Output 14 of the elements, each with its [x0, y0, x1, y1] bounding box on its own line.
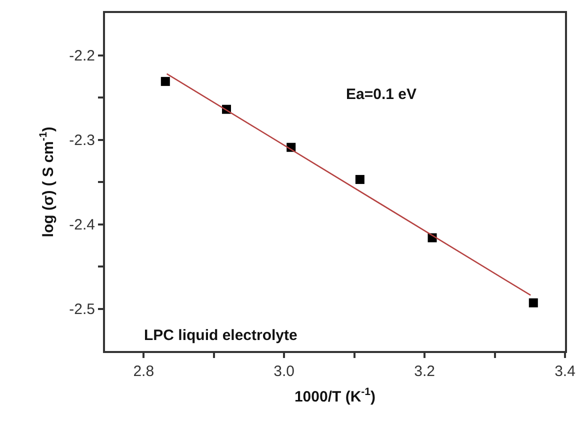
- y-tick-label: -2.3: [69, 132, 95, 149]
- y-tick-label: -2.5: [69, 301, 95, 318]
- annotation: Ea=0.1 eV: [346, 86, 416, 103]
- x-tick-label: 2.8: [133, 363, 154, 380]
- x-tick-label: 3.4: [554, 363, 576, 380]
- point: [355, 174, 364, 184]
- x-tick-label: 3.2: [414, 363, 435, 380]
- x-axis-title: 1000/T (K$^{-1}$): [294, 386, 376, 406]
- point: [160, 76, 170, 86]
- annotation: LPC liquid electrolyte: [144, 327, 298, 344]
- y-tick-label: -2.4: [69, 216, 95, 234]
- point: [528, 298, 538, 308]
- y-tick-label: -2.2: [69, 48, 95, 64]
- text: 3.0: [274, 363, 295, 380]
